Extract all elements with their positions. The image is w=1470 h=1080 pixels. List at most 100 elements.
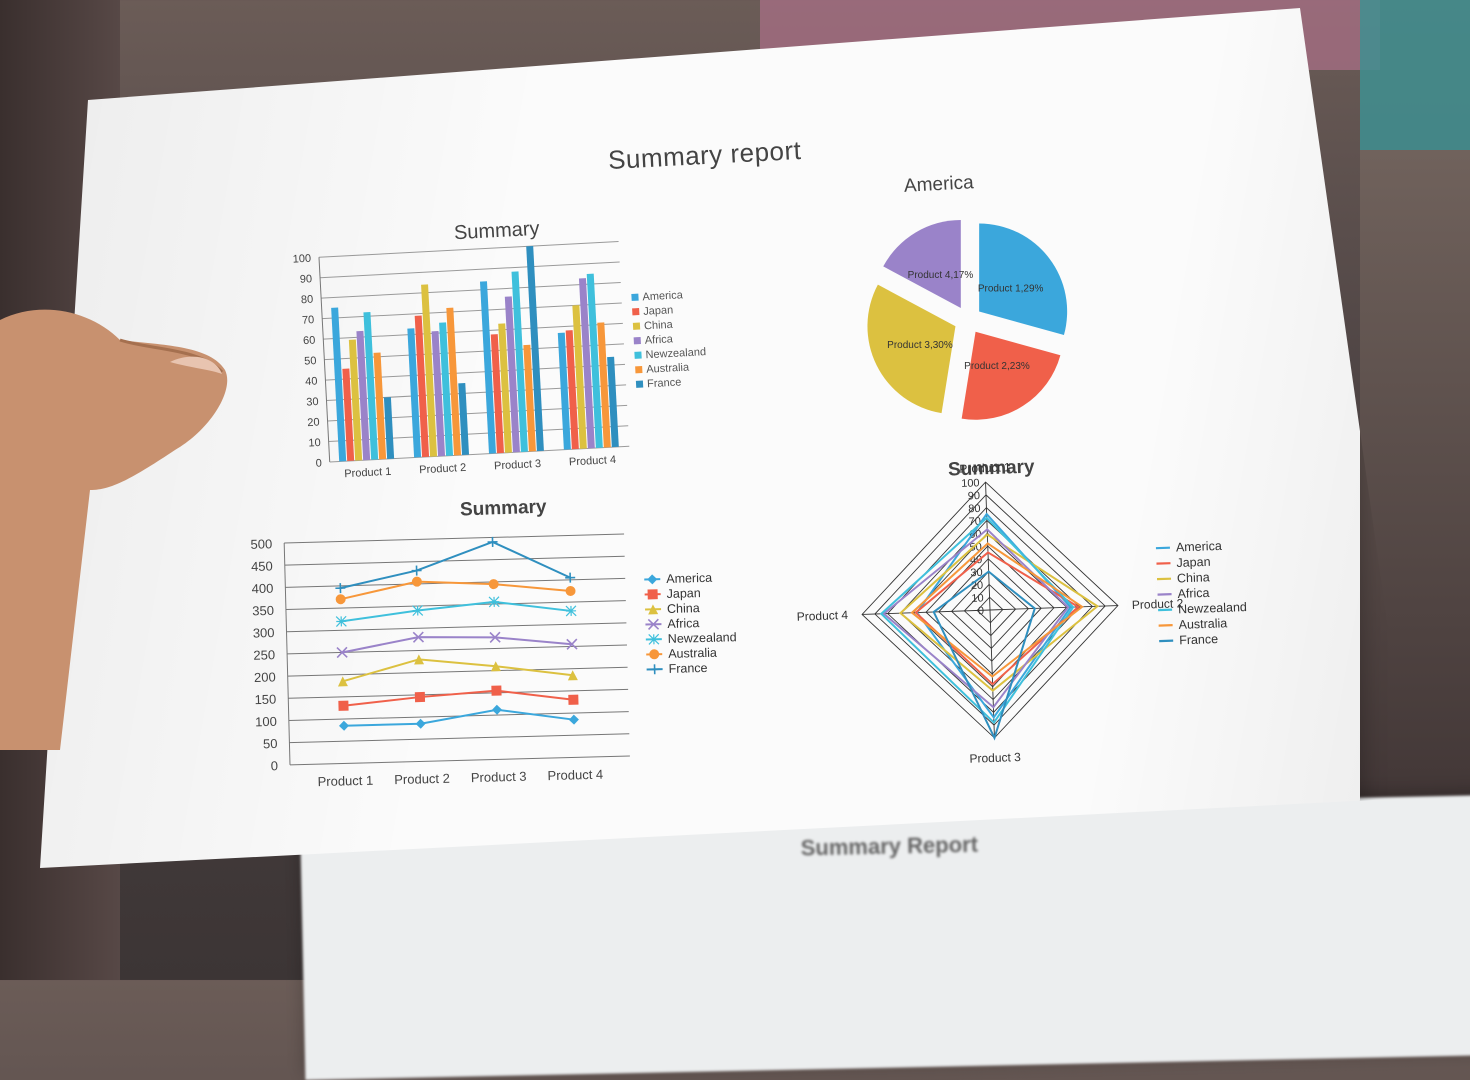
radar-r-tick-label: 10 <box>971 592 984 604</box>
pie-slice <box>962 332 1061 420</box>
bar-legend-label: France <box>647 376 682 390</box>
bar-x-tick-label: Product 3 <box>494 458 542 472</box>
line-x-tick-label: Product 1 <box>317 773 373 789</box>
line-point <box>411 565 421 575</box>
line-legend-label: Japan <box>666 586 700 601</box>
radar-axis-label: Product 2 <box>1132 596 1184 612</box>
line-point <box>415 692 425 702</box>
radar-r-tick-label: 80 <box>968 503 981 515</box>
bar-y-tick-label: 40 <box>305 375 318 388</box>
line-point <box>339 721 349 731</box>
line-point <box>336 594 346 604</box>
line-point <box>569 715 579 725</box>
radar-r-tick-label: 100 <box>961 477 980 490</box>
line-gridline <box>284 534 624 543</box>
line-point <box>335 583 345 593</box>
radar-legend-label: Newzealand <box>1178 600 1247 616</box>
bar-legend-swatch <box>632 308 639 315</box>
line-point <box>412 577 422 587</box>
bar-y-tick-label: 0 <box>315 457 322 469</box>
radar-axis-label: Product 1 <box>959 460 1011 476</box>
pie-chart-title: America <box>903 172 974 198</box>
line-point <box>413 605 423 615</box>
line-series <box>343 689 573 706</box>
line-y-tick-label: 200 <box>254 669 276 685</box>
radar-legend-label: Africa <box>1177 586 1209 601</box>
pie-slice-label: Product 3,30% <box>887 340 953 351</box>
line-gridline <box>289 734 629 743</box>
line-point <box>649 664 659 674</box>
line-point <box>491 685 501 695</box>
line-legend-label: Australia <box>668 646 717 661</box>
radar-axis-label: Product 3 <box>969 750 1021 766</box>
line-y-tick-label: 0 <box>271 758 279 773</box>
radar-legend-label: China <box>1177 570 1210 585</box>
line-point <box>566 606 576 616</box>
line-point <box>492 705 502 715</box>
line-y-tick-label: 250 <box>253 647 275 663</box>
line-point <box>568 695 578 705</box>
bar-legend-swatch <box>636 380 643 387</box>
line-point <box>647 574 657 584</box>
background-teal-box <box>1360 0 1470 150</box>
bar-legend-swatch <box>634 351 641 358</box>
line-point <box>565 573 575 583</box>
line-series <box>342 655 572 681</box>
line-point <box>565 586 575 596</box>
line-legend-label: France <box>668 661 707 676</box>
line-gridline <box>285 556 625 565</box>
line-gridline <box>290 756 630 765</box>
line-point <box>648 589 658 599</box>
line-legend-label: China <box>667 601 700 616</box>
line-point <box>489 579 499 589</box>
bar-y-tick-label: 90 <box>300 273 313 286</box>
line-y-tick-label: 150 <box>254 692 276 708</box>
pie-slice-label: Product 4,17% <box>908 270 974 281</box>
line-y-tick-label: 500 <box>250 536 272 552</box>
line-y-tick-label: 400 <box>251 581 273 597</box>
bar-y-tick-label: 30 <box>306 396 319 409</box>
line-gridline <box>288 667 628 676</box>
bar-y-tick-label: 80 <box>301 294 314 307</box>
radar-legend-label: France <box>1179 632 1218 647</box>
line-y-tick-label: 350 <box>252 603 274 619</box>
pie-slice-label: Product 2,23% <box>964 361 1030 372</box>
bar-legend-label: America <box>642 289 684 303</box>
bar-legend-label: China <box>644 319 674 333</box>
radar-legend-label: Australia <box>1178 616 1227 632</box>
line-legend-label: Newzealand <box>668 630 737 646</box>
radar-legend-label: Japan <box>1176 555 1211 570</box>
pie-slice-label: Product 1,29% <box>978 284 1044 295</box>
bar-gridline <box>321 282 621 298</box>
radar-r-tick-label: 90 <box>968 490 981 502</box>
line-point <box>338 701 348 711</box>
line-gridline <box>287 623 627 632</box>
background-sheet-title: Summary Report <box>800 832 978 862</box>
hand <box>0 290 240 750</box>
bar-y-tick-label: 50 <box>304 355 317 368</box>
line-series <box>344 708 574 726</box>
bar-y-tick-label: 60 <box>303 335 316 348</box>
bar-legend-swatch <box>634 337 641 344</box>
radar-legend-label: America <box>1176 539 1222 555</box>
bar-gridline <box>320 262 620 278</box>
line-chart-title: Summary <box>460 496 547 521</box>
bar-gridline <box>319 242 619 258</box>
line-point <box>489 597 499 607</box>
bar-legend-swatch <box>633 323 640 330</box>
line-y-tick-label: 300 <box>253 625 275 641</box>
pie-slice <box>979 224 1067 335</box>
line-point <box>487 537 497 547</box>
bar-x-tick-label: Product 4 <box>569 454 617 468</box>
line-x-tick-label: Product 3 <box>471 769 527 785</box>
bar-legend-label: Australia <box>646 361 690 375</box>
bar-x-tick-label: Product 1 <box>344 466 392 480</box>
line-y-tick-label: 50 <box>263 736 278 751</box>
bar-legend-label: Africa <box>644 333 674 347</box>
radar-r-tick-label: 20 <box>971 580 984 592</box>
line-legend-label: Africa <box>667 616 699 631</box>
line-x-tick-label: Product 4 <box>547 767 603 783</box>
